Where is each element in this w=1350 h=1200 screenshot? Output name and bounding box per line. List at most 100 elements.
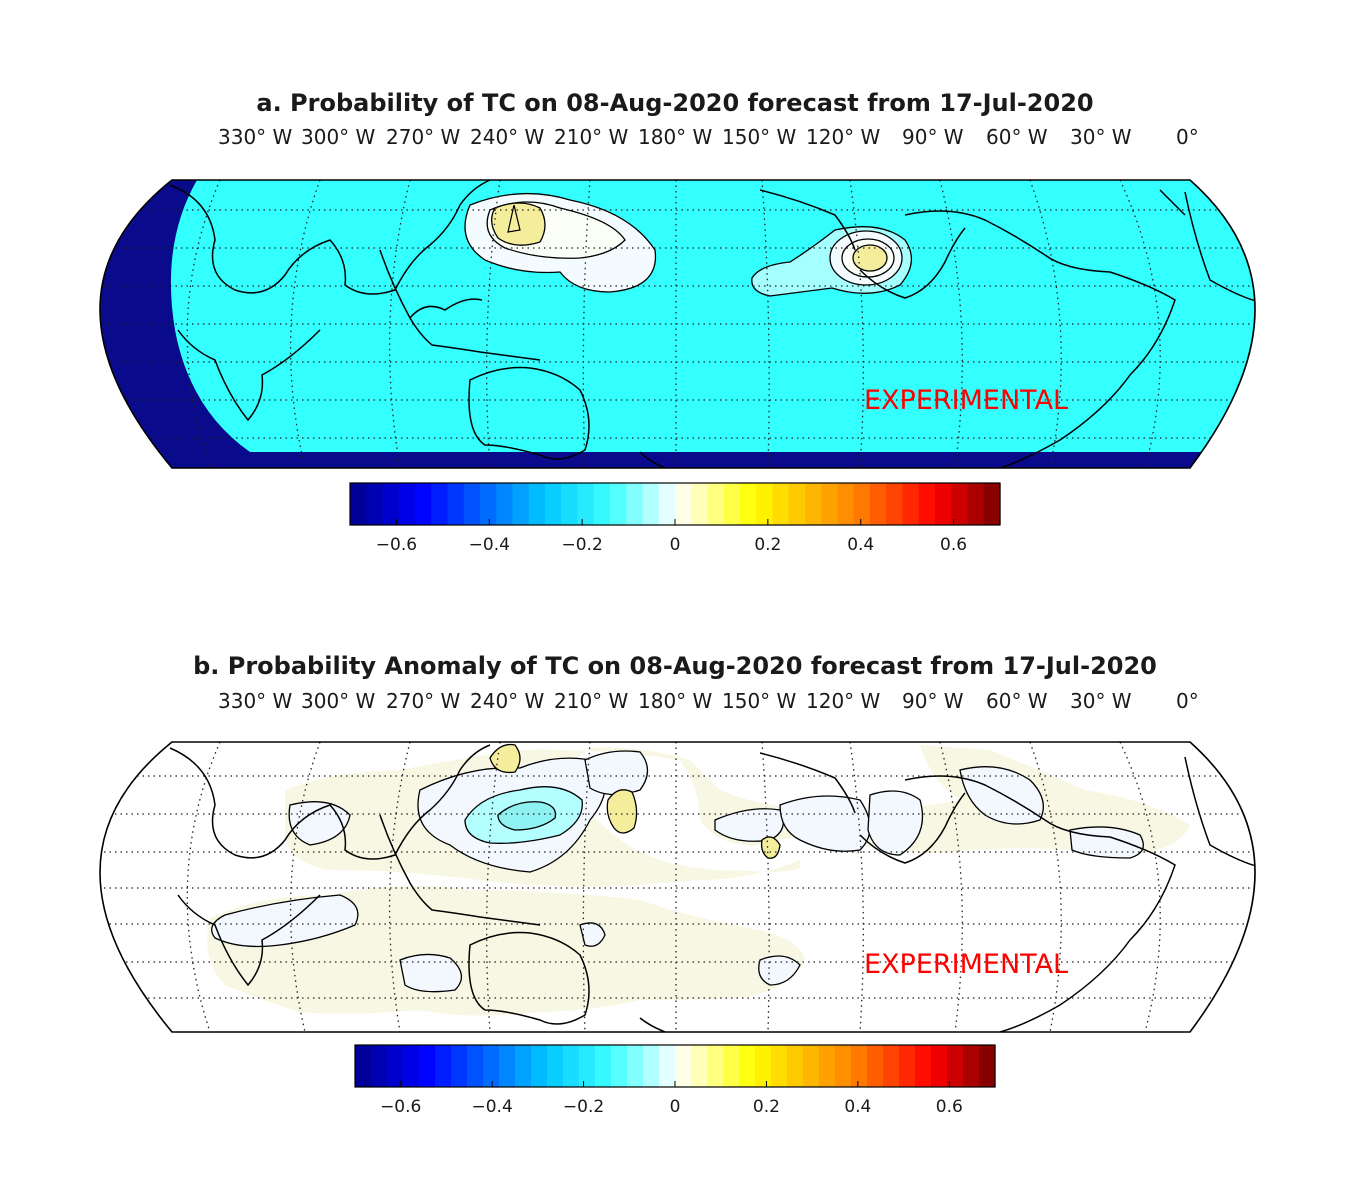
panel-b-colorbar-swatch bbox=[499, 1045, 516, 1087]
panel-b-colorbar-tick-label: 0 bbox=[670, 1097, 681, 1117]
panel-a-title: a. Probability of TC on 08-Aug-2020 fore… bbox=[256, 89, 1093, 117]
panel-a-coastlines bbox=[169, 180, 1255, 468]
panel-a-colorbar-swatch bbox=[463, 483, 481, 525]
panel-a-longitude-label: 0° bbox=[1176, 125, 1199, 149]
panel-b-longitude-label: 240° W bbox=[470, 689, 545, 713]
panel-b-colorbar-swatch bbox=[595, 1045, 612, 1087]
panel-b-colorbar-swatch bbox=[579, 1045, 596, 1087]
panel-b-colorbar-swatch bbox=[963, 1045, 980, 1087]
panel-b-colorbar-swatch bbox=[355, 1045, 372, 1087]
panel-b: b. Probability Anomaly of TC on 08-Aug-2… bbox=[99, 652, 1256, 1117]
panel-b-map bbox=[100, 742, 1255, 1032]
panel-a-colorbar-swatch bbox=[431, 483, 449, 525]
panel-a-longitude-label: 210° W bbox=[554, 125, 629, 149]
panel-a-colorbar-swatch bbox=[610, 483, 627, 525]
panel-a-colorbar-swatch bbox=[577, 483, 595, 525]
panel-b-frame bbox=[99, 741, 1256, 1033]
panel-a-longitude-label: 90° W bbox=[902, 125, 964, 149]
panel-b-longitude-label: 180° W bbox=[638, 689, 713, 713]
panel-a-colorbar-swatch bbox=[902, 483, 920, 525]
panel-b-longitude-label: 30° W bbox=[1070, 689, 1132, 713]
panel-a-longitude-label: 300° W bbox=[301, 125, 376, 149]
panel-b-colorbar-swatch bbox=[611, 1045, 628, 1087]
panel-a-colorbar-swatch bbox=[918, 483, 936, 525]
panel-a-colorbar-swatch bbox=[886, 483, 904, 525]
panel-b-positive-spots bbox=[489, 743, 781, 859]
panel-b-colorbar-swatch bbox=[947, 1045, 964, 1087]
panel-b-colorbar-swatch bbox=[803, 1045, 820, 1087]
panel-b-longitude-label: 0° bbox=[1176, 689, 1199, 713]
panel-b-colorbar-swatch bbox=[723, 1045, 740, 1087]
panel-a-colorbar-swatch bbox=[366, 483, 384, 525]
panel-a-colorbar-swatch bbox=[756, 483, 774, 525]
panel-a-frame bbox=[99, 179, 1256, 469]
panel-b-longitude-label: 210° W bbox=[554, 689, 629, 713]
panel-a-colorbar-swatch bbox=[512, 483, 530, 525]
panel-b-colorbar-swatch bbox=[531, 1045, 548, 1087]
panel-b-colorbar-swatch bbox=[915, 1045, 932, 1087]
panel-b-colorbar-swatch bbox=[515, 1045, 532, 1087]
panel-a-colorbar-swatch bbox=[723, 483, 741, 525]
panel-a-colorbar-swatch bbox=[821, 483, 839, 525]
panel-b-title: b. Probability Anomaly of TC on 08-Aug-2… bbox=[193, 652, 1157, 680]
panel-a-off-domain-south bbox=[100, 452, 1255, 468]
panel-a-colorbar-swatch bbox=[772, 483, 790, 525]
panel-b-colorbar-swatch bbox=[691, 1045, 708, 1087]
panel-b-longitude-label: 60° W bbox=[986, 689, 1048, 713]
panel-a-longitude-label: 180° W bbox=[638, 125, 713, 149]
panel-a-colorbar-swatch bbox=[805, 483, 822, 525]
panel-b-colorbar-swatch bbox=[627, 1045, 644, 1087]
panel-b-colorbar-swatch bbox=[659, 1045, 676, 1087]
panel-b-colorbar-swatch bbox=[419, 1045, 436, 1087]
panel-b-colorbar-swatch bbox=[707, 1045, 724, 1087]
panel-b-colorbar-tick-label: −0.6 bbox=[380, 1097, 421, 1117]
panel-b-colorbar-swatch bbox=[563, 1045, 580, 1087]
panel-a-colorbar-tick-label: 0.6 bbox=[940, 535, 967, 555]
panel-b-coastlines bbox=[169, 744, 1255, 1032]
panel-a-colorbar-swatch bbox=[496, 483, 514, 525]
panel-a-colorbar-swatch bbox=[642, 483, 660, 525]
panel-a-colorbar-swatch bbox=[593, 483, 611, 525]
panel-a-colorbar-swatch bbox=[561, 483, 579, 525]
panel-a-graticule bbox=[100, 180, 1255, 468]
panel-b-longitude-labels: 330° W 300° W 270° W 240° W 210° W 180° W 150°… bbox=[218, 689, 1199, 713]
panel-b-longitude-label: 300° W bbox=[301, 689, 376, 713]
panel-a-longitude-label: 150° W bbox=[722, 125, 797, 149]
panel-a-colorbar-swatch bbox=[983, 483, 1001, 525]
panel-a-colorbar-swatch bbox=[626, 483, 644, 525]
panel-b-watermark: EXPERIMENTAL bbox=[864, 949, 1068, 980]
panel-a-colorbar-swatch bbox=[967, 483, 985, 525]
panel-a-colorbar-swatch bbox=[788, 483, 806, 525]
panel-b-longitude-label: 270° W bbox=[386, 689, 461, 713]
panel-a-colorbar-swatch bbox=[350, 483, 367, 525]
panel-a-colorbar-tick-label: 0.2 bbox=[754, 535, 781, 555]
panel-b-colorbar-swatch bbox=[755, 1045, 772, 1087]
panel-a-colorbar-tick-label: −0.2 bbox=[562, 535, 603, 555]
panel-b-colorbar-swatch bbox=[835, 1045, 852, 1087]
panel-b-colorbar-tick-label: 0.4 bbox=[844, 1097, 871, 1117]
panel-b-colorbar-swatch bbox=[931, 1045, 948, 1087]
panel-b-colorbar-swatch bbox=[771, 1045, 788, 1087]
panel-a-colorbar-swatch bbox=[853, 483, 871, 525]
panel-b-colorbar-swatch bbox=[739, 1045, 756, 1087]
panel-b-colorbar-tick-label: 0.2 bbox=[753, 1097, 780, 1117]
panel-a-colorbar-swatch bbox=[528, 483, 546, 525]
panel-a-colorbar-tick-label: −0.4 bbox=[469, 535, 510, 555]
panel-a-watermark: EXPERIMENTAL bbox=[864, 385, 1068, 416]
panel-a-colorbar-swatch bbox=[837, 483, 855, 525]
panel-b-colorbar-swatch bbox=[883, 1045, 900, 1087]
panel-b-colorbar: −0.6 −0.4 −0.2 0 0.2 0.4 0.6 bbox=[354, 1044, 996, 1117]
panel-a-colorbar: −0.6 −0.4 −0.2 0 0.2 0.4 0.6 bbox=[349, 482, 1001, 555]
panel-a-longitude-label: 120° W bbox=[806, 125, 881, 149]
panel-b-colorbar-swatch bbox=[867, 1045, 884, 1087]
panel-a-colorbar-swatch bbox=[935, 483, 952, 525]
panel-b-longitude-label: 330° W bbox=[218, 689, 293, 713]
panel-a-longitude-label: 270° W bbox=[386, 125, 461, 149]
panel-b-colorbar-swatch bbox=[547, 1045, 564, 1087]
panel-a-colorbar-swatch bbox=[658, 483, 676, 525]
panel-a-colorbar-swatch bbox=[447, 483, 465, 525]
panel-a-background-field bbox=[100, 180, 1255, 468]
panel-a-colorbar-swatch bbox=[740, 483, 757, 525]
panel-a-colorbar-swatch bbox=[415, 483, 432, 525]
panel-b-colorbar-tick-label: −0.4 bbox=[472, 1097, 513, 1117]
